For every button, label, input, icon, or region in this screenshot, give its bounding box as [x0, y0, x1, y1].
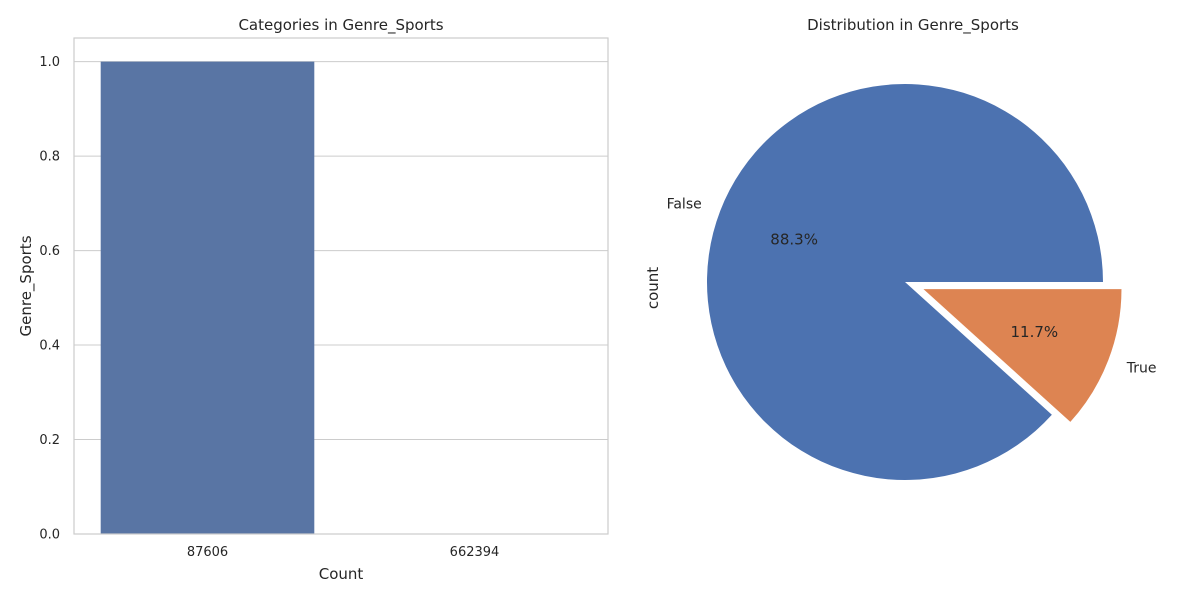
pie-slices [707, 84, 1122, 481]
bar-y-tick-label: 0.0 [39, 528, 60, 543]
bar-x-tick-label: 87606 [187, 545, 228, 560]
bar [100, 61, 315, 534]
bar-x-tick-label: 662394 [450, 545, 500, 560]
pie-chart: Distribution in Genre_Sports count False… [644, 16, 1157, 481]
bar-y-tick-label: 0.8 [39, 150, 60, 165]
bar-chart-title: Categories in Genre_Sports [238, 16, 443, 35]
bar-y-tick-label: 0.6 [39, 244, 60, 259]
pie-category-label: True [1126, 360, 1157, 376]
pie-slice [923, 289, 1122, 422]
bar-plot-frame [73, 37, 609, 535]
bar-x-axis-label: Count [319, 565, 364, 583]
pie-y-axis-label: count [644, 267, 662, 309]
pie-category-label: False [667, 197, 702, 213]
bar-y-axis-label: Genre_Sports [17, 235, 36, 336]
pie-percent-label: 11.7% [1011, 323, 1059, 341]
bar-bars [100, 61, 315, 534]
bar-chart: Categories in Genre_Sports 0.00.20.40.60… [17, 16, 609, 583]
bar-y-tick-label: 0.4 [39, 339, 60, 354]
bar-y-tick-label: 1.0 [39, 55, 60, 70]
bar-y-tick-labels: 0.0 0.2 0.4 0.6 0.8 1.0 [39, 55, 60, 542]
bar-x-tick-labels: 87606 662394 [187, 545, 500, 560]
pie-labels: False 88.3% True 11.7% [667, 197, 1157, 377]
pie-chart-title: Distribution in Genre_Sports [807, 16, 1019, 35]
bar-y-tick-label: 0.2 [39, 433, 60, 448]
pie-slice [707, 84, 1103, 481]
pie-percent-label: 88.3% [770, 230, 818, 248]
